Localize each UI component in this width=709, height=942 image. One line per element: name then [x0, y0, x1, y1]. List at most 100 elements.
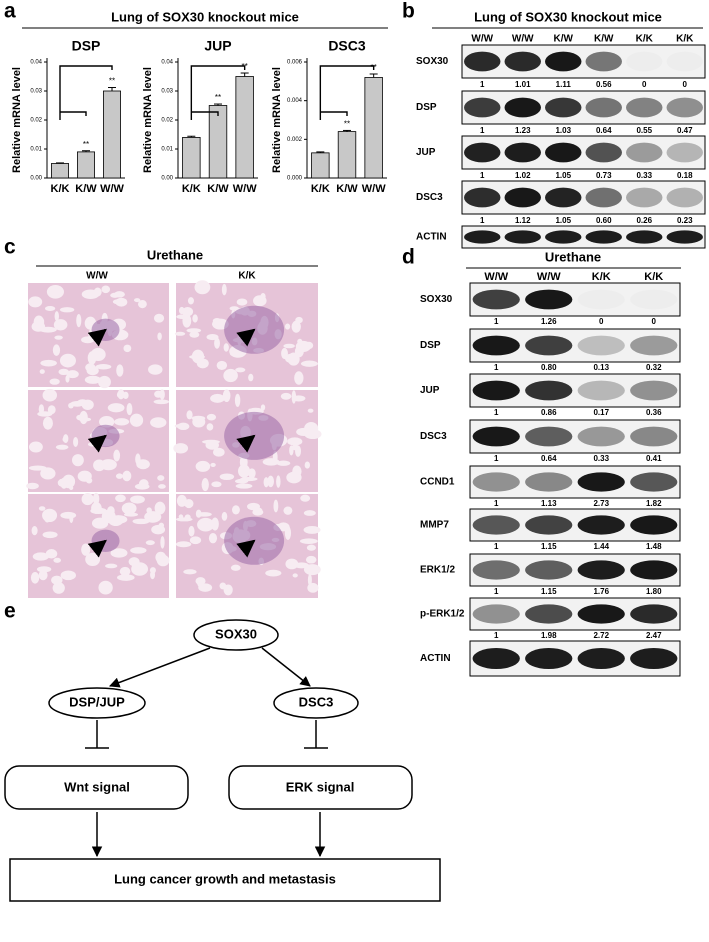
alveolus [267, 475, 274, 488]
alveolus [304, 461, 310, 469]
quantification: 0.55 [636, 126, 652, 135]
alveolus [92, 492, 100, 506]
panel-label: a [4, 0, 16, 23]
quantification: 0.73 [596, 171, 612, 180]
band [626, 52, 662, 72]
x-tick-label: K/W [75, 183, 97, 195]
alveolus [58, 368, 70, 376]
quantification: 1 [494, 587, 499, 596]
alveolus [289, 445, 294, 456]
band [472, 289, 520, 310]
alveolus [189, 536, 202, 545]
quantification: 1.44 [593, 542, 609, 551]
quantification: 1.15 [541, 542, 557, 551]
band [472, 515, 520, 535]
x-tick-label: K/K [51, 183, 70, 195]
alveolus [195, 509, 202, 518]
y-tick-label: 0.00 [30, 176, 42, 182]
alveolus [173, 443, 189, 454]
alveolus [42, 416, 53, 430]
quantification: 1.03 [555, 126, 571, 135]
alveolus [216, 360, 228, 371]
quantification: 1.26 [541, 317, 557, 326]
alveolus [276, 460, 291, 466]
node-label: DSP/JUP [69, 694, 125, 709]
alveolus [119, 566, 131, 576]
alveolus [307, 582, 319, 593]
node-label: Wnt signal [64, 779, 130, 794]
alveolus [156, 554, 170, 567]
alveolus [260, 404, 266, 411]
node-ellipse [193, 619, 279, 651]
lane-header: W/W [537, 271, 561, 283]
alveolus [40, 467, 56, 480]
band [630, 426, 678, 447]
alveolus [126, 402, 133, 416]
quantification: 0.60 [596, 216, 612, 225]
quantification: 0.17 [593, 408, 609, 417]
alveolus [130, 495, 145, 504]
alveolus [263, 477, 269, 488]
alveolus [44, 515, 51, 523]
alveolus [40, 359, 57, 367]
significance: ** [344, 120, 350, 129]
arrow [236, 539, 256, 558]
alveolus [300, 360, 318, 367]
alveolus [299, 538, 318, 544]
row-label: SOX30 [420, 294, 453, 305]
alveolus [197, 517, 215, 532]
band [525, 335, 573, 356]
quantification: 0.56 [596, 80, 612, 89]
quantification: 0 [683, 80, 688, 89]
band [577, 426, 625, 447]
band [577, 604, 625, 624]
chart-title: DSP [72, 38, 101, 54]
y-axis-label: Relative mRNA level [142, 67, 154, 173]
band [504, 142, 541, 163]
alveolus [62, 436, 68, 443]
alveolus [114, 418, 130, 426]
alveolus [291, 320, 301, 333]
quantification: 1 [494, 454, 499, 463]
alveolus [100, 459, 117, 471]
quantification: 1.11 [556, 80, 572, 89]
alveolus [38, 569, 48, 581]
band [545, 142, 582, 163]
panel-label: c [4, 236, 16, 259]
alveolus [51, 288, 58, 293]
bar [77, 151, 95, 179]
alveolus [206, 334, 219, 341]
alveolus [236, 298, 248, 306]
y-axis-label: Relative mRNA level [11, 67, 23, 173]
alveolus [42, 388, 58, 402]
bracket [60, 111, 87, 116]
alveolus [85, 477, 93, 484]
band [577, 335, 625, 356]
alveolus [53, 557, 62, 563]
alveolus [31, 526, 38, 536]
alveolus [28, 296, 43, 308]
alveolus [211, 481, 222, 488]
y-tick-label: 0.00 [161, 176, 173, 182]
alveolus [44, 306, 56, 311]
alveolus [130, 547, 147, 554]
bracket [320, 111, 348, 116]
alveolus [105, 563, 118, 569]
blot-frame [461, 90, 706, 125]
node-box [9, 858, 441, 902]
alveolus [81, 336, 95, 344]
alveolus [150, 417, 167, 428]
alveolus [307, 573, 312, 587]
band [626, 97, 663, 118]
quantification: 0.36 [646, 408, 662, 417]
quantification: 0.26 [636, 216, 652, 225]
bracket [59, 65, 113, 120]
band [504, 187, 541, 208]
alveolus [307, 408, 314, 413]
alveolus [115, 473, 123, 479]
alveolus [36, 566, 52, 573]
bar [311, 152, 330, 179]
alveolus [68, 402, 74, 409]
alveolus [304, 341, 314, 350]
alveolus [30, 571, 40, 584]
